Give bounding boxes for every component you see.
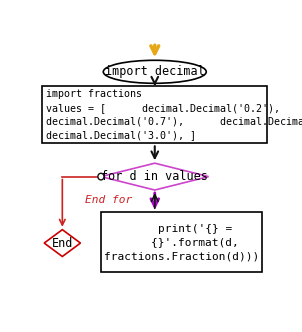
Text: End: End <box>52 237 73 250</box>
Polygon shape <box>101 163 209 190</box>
Text: End for: End for <box>85 195 132 205</box>
Ellipse shape <box>103 60 206 83</box>
Polygon shape <box>44 230 80 257</box>
Text: import fractions
values = [      decimal.Decimal('0.2'),
decimal.Decimal('0.7'),: import fractions values = [ decimal.Deci… <box>46 89 302 140</box>
Text: print('{} =
    {}'.format(d,
fractions.Fraction(d))): print('{} = {}'.format(d, fractions.Frac… <box>104 224 259 261</box>
FancyBboxPatch shape <box>101 212 262 273</box>
FancyBboxPatch shape <box>42 86 267 143</box>
Circle shape <box>98 173 104 180</box>
Text: for d in values: for d in values <box>101 170 208 183</box>
Text: import decimal: import decimal <box>105 65 205 78</box>
